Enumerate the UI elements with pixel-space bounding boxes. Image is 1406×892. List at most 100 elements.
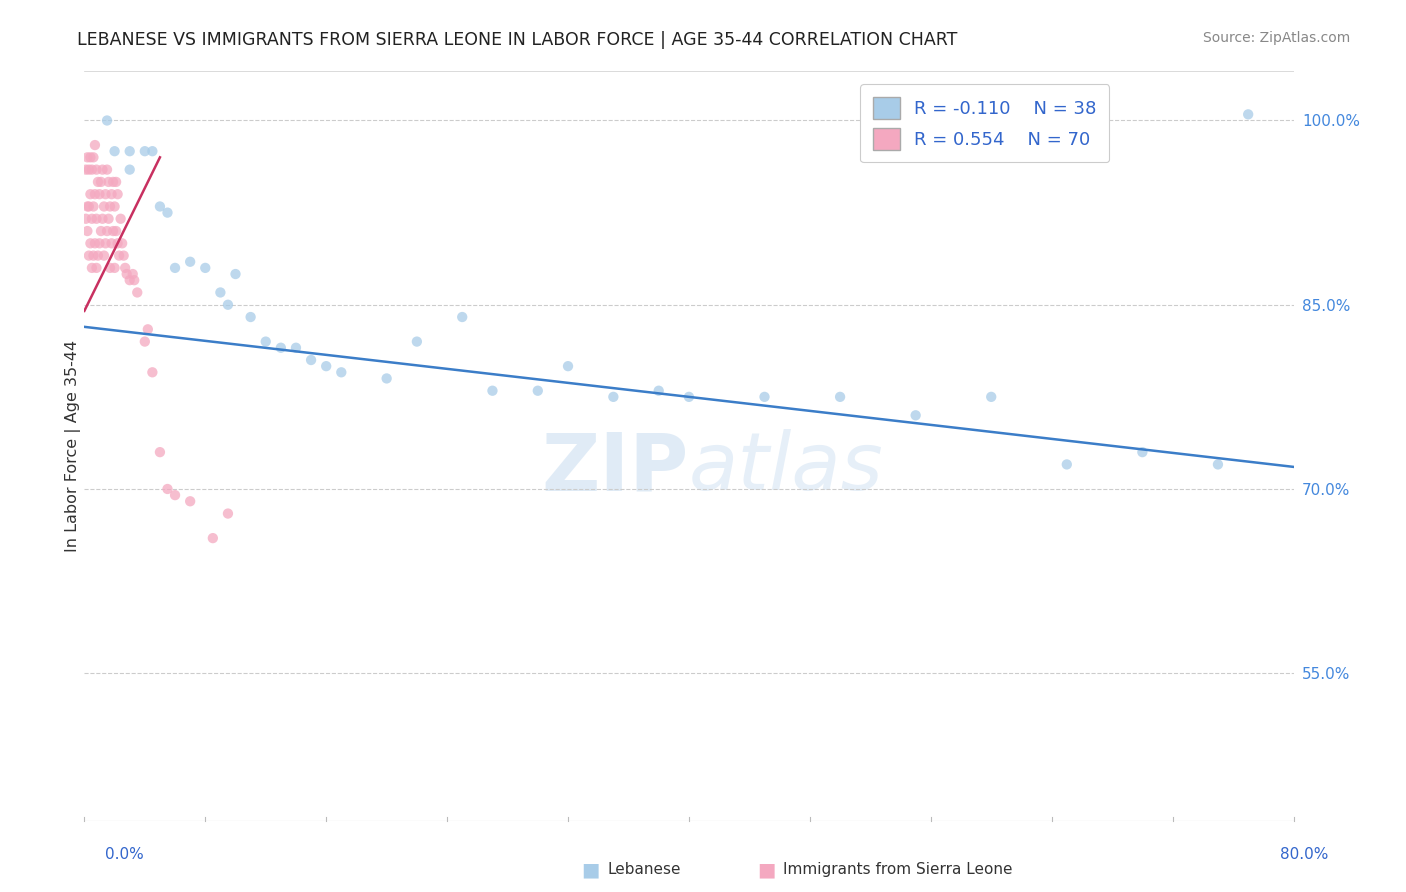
Point xyxy=(79,187,101,202)
Point xyxy=(80,211,103,226)
Point xyxy=(90,224,112,238)
Legend: R = -0.110    N = 38, R = 0.554    N = 70: R = -0.110 N = 38, R = 0.554 N = 70 xyxy=(860,84,1109,162)
Point xyxy=(82,199,104,213)
Point xyxy=(79,236,101,251)
Point xyxy=(136,322,159,336)
Point xyxy=(84,138,107,153)
Point xyxy=(82,249,104,263)
Text: ZIP: ZIP xyxy=(541,429,689,508)
Point xyxy=(110,211,132,226)
Point xyxy=(285,341,308,355)
Point xyxy=(149,199,172,213)
Point xyxy=(104,260,127,275)
Point xyxy=(100,187,122,202)
Point xyxy=(94,187,117,202)
Point xyxy=(451,310,474,324)
Point xyxy=(527,384,550,398)
Point xyxy=(80,260,103,275)
Point xyxy=(557,359,579,373)
Point xyxy=(101,224,124,238)
Point xyxy=(100,236,122,251)
Point xyxy=(107,236,129,251)
Point xyxy=(121,267,143,281)
Point xyxy=(97,175,120,189)
Point xyxy=(602,390,624,404)
Point xyxy=(86,211,108,226)
Point xyxy=(1056,458,1078,472)
Point xyxy=(105,224,128,238)
Point xyxy=(156,482,179,496)
Point xyxy=(118,273,141,287)
Text: LEBANESE VS IMMIGRANTS FROM SIERRA LEONE IN LABOR FORCE | AGE 35-44 CORRELATION : LEBANESE VS IMMIGRANTS FROM SIERRA LEONE… xyxy=(77,31,957,49)
Point xyxy=(86,162,108,177)
Point xyxy=(112,249,135,263)
Point xyxy=(118,162,141,177)
Text: ■: ■ xyxy=(581,860,600,880)
Point xyxy=(75,211,97,226)
Point xyxy=(107,187,129,202)
Point xyxy=(1130,445,1153,459)
Point xyxy=(91,162,114,177)
Point xyxy=(980,390,1002,404)
Point xyxy=(201,531,224,545)
Point xyxy=(115,267,138,281)
Point xyxy=(86,260,108,275)
Point xyxy=(270,341,292,355)
Point xyxy=(179,494,201,508)
Point xyxy=(91,211,114,226)
Point xyxy=(90,175,112,189)
Point xyxy=(254,334,277,349)
Point xyxy=(96,224,118,238)
Point xyxy=(122,273,145,287)
Point xyxy=(84,236,107,251)
Point xyxy=(84,187,107,202)
Point xyxy=(149,445,172,459)
Point xyxy=(481,384,503,398)
Point xyxy=(76,150,98,164)
Point xyxy=(76,224,98,238)
Point xyxy=(127,285,149,300)
Point xyxy=(104,199,127,213)
Point xyxy=(96,113,118,128)
Text: 80.0%: 80.0% xyxy=(1281,847,1329,862)
Point xyxy=(1206,458,1229,472)
Point xyxy=(678,390,700,404)
Point xyxy=(80,162,103,177)
Point xyxy=(830,390,852,404)
Point xyxy=(156,205,179,219)
Point xyxy=(105,175,128,189)
Y-axis label: In Labor Force | Age 35-44: In Labor Force | Age 35-44 xyxy=(65,340,82,552)
Point xyxy=(76,199,98,213)
Point xyxy=(648,384,671,398)
Text: Immigrants from Sierra Leone: Immigrants from Sierra Leone xyxy=(783,863,1012,877)
Point xyxy=(134,145,156,159)
Point xyxy=(94,236,117,251)
Point xyxy=(165,260,187,275)
Point xyxy=(217,298,239,312)
Point xyxy=(87,175,110,189)
Point xyxy=(101,175,124,189)
Point xyxy=(98,199,121,213)
Text: atlas: atlas xyxy=(689,429,884,508)
Point xyxy=(118,145,141,159)
Text: ■: ■ xyxy=(756,860,776,880)
Text: Source: ZipAtlas.com: Source: ZipAtlas.com xyxy=(1202,31,1350,45)
Point xyxy=(77,162,100,177)
Point xyxy=(406,334,429,349)
Point xyxy=(134,334,156,349)
Point xyxy=(87,249,110,263)
Point xyxy=(179,254,201,268)
Point xyxy=(209,285,232,300)
Point xyxy=(75,162,97,177)
Point xyxy=(98,260,121,275)
Point xyxy=(93,199,115,213)
Text: Lebanese: Lebanese xyxy=(607,863,681,877)
Point xyxy=(77,199,100,213)
Point xyxy=(77,249,100,263)
Point xyxy=(754,390,776,404)
Point xyxy=(82,150,104,164)
Point xyxy=(89,187,111,202)
Point xyxy=(97,211,120,226)
Point xyxy=(141,365,163,379)
Point xyxy=(217,507,239,521)
